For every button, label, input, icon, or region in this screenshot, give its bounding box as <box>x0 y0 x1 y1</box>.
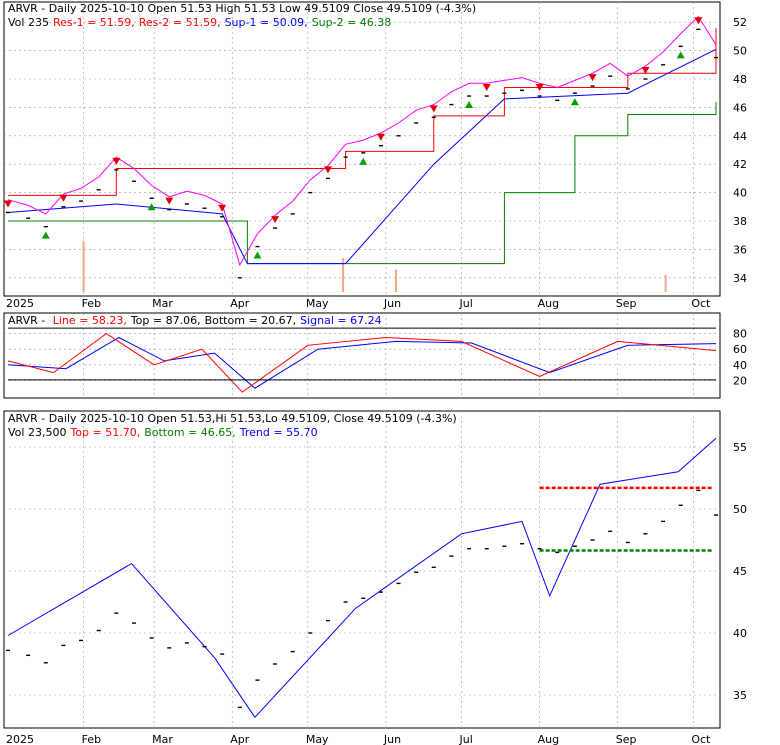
x-tick-label: Feb <box>82 733 101 745</box>
buy-arrow-icon <box>41 231 50 239</box>
oscillator-line <box>7 332 717 393</box>
x-tick-label: Aug <box>538 733 559 745</box>
grid-lines <box>4 2 720 728</box>
y-tick-label: 34 <box>733 272 747 285</box>
y-tick-label: 40 <box>733 187 747 200</box>
header-segment: Top = 87.06, <box>130 314 201 327</box>
x-tick-label: 2025 <box>6 733 34 745</box>
x-tick-label: Sep <box>616 297 637 310</box>
panel1-header-line2: Vol 235 Res-1 = 51.59, Res-2 = 51.59, Sup-1… <box>8 16 391 29</box>
y-tick-label: 44 <box>733 130 747 143</box>
sell-arrow-icon <box>165 197 174 205</box>
sell-arrow-icon <box>482 84 491 92</box>
sell-arrow-icon <box>376 133 385 141</box>
panel1-frame <box>3 1 721 297</box>
res-1-line <box>8 28 717 196</box>
header-segment: Trend = 55.70 <box>239 426 318 439</box>
buy-arrow-icon <box>676 51 685 59</box>
buy-arrow-icon <box>147 203 156 211</box>
y-tick-label: 45 <box>733 565 747 578</box>
header-segment: Bottom = 46.65, <box>144 426 236 439</box>
header-segment: ARVR - Daily 2025-10-10 Open 51.53 High … <box>8 2 476 15</box>
y-tick-label: 60 <box>733 343 747 356</box>
volume-bar <box>342 257 345 292</box>
panel3-header-line1: ARVR - Daily 2025-10-10 Open 51.53,Hi 51… <box>8 412 457 425</box>
sell-arrow-icon <box>271 216 280 224</box>
panel3-frame <box>3 410 721 729</box>
header-segment: Sup-1 = 50.09, <box>225 16 308 29</box>
y-tick-label: 40 <box>733 359 747 372</box>
x-tick-label: Aug <box>538 297 559 310</box>
volume-bar <box>664 274 667 292</box>
sup-2-line <box>8 102 717 265</box>
x-tick-label: Mar <box>152 297 173 310</box>
header-segment: ARVR - Daily 2025-10-10 Open 51.53,Hi 51… <box>8 412 457 425</box>
y-tick-label: 48 <box>733 73 747 86</box>
header-segment: Sup-2 = 46.38 <box>312 16 392 29</box>
panel2-header: ARVR - Line = 58.23, Top = 87.06, Bottom =… <box>8 314 382 327</box>
upper-band-line <box>7 15 717 267</box>
y-tick-label: 50 <box>733 503 747 516</box>
header-segment: Bottom = 20.67, <box>205 314 297 327</box>
x-tick-label: Sep <box>616 733 637 745</box>
sell-arrow-icon <box>694 17 703 25</box>
y-tick-label: 42 <box>733 158 747 171</box>
sell-arrow-icon <box>323 166 332 174</box>
x-tick-label: Oct <box>691 733 711 745</box>
y-tick-label: 40 <box>733 627 747 640</box>
header-segment: ARVR - <box>8 314 49 327</box>
header-segment: Line = 58.23, <box>53 314 127 327</box>
y-tick-label: 36 <box>733 243 747 256</box>
x-tick-label: Mar <box>152 733 173 745</box>
y-tick-label: 55 <box>733 441 747 454</box>
chart-marks <box>4 15 718 719</box>
sell-arrow-icon <box>218 204 227 212</box>
sell-arrow-icon <box>112 157 121 165</box>
x-tick-label: 2025 <box>6 297 34 310</box>
axis-ticks: 52 50 48 46 44 42 40 38 36 34 80 60 40 20 55 50 45 40 35 20… <box>6 16 747 745</box>
sup-1-line <box>7 48 717 265</box>
sell-arrow-icon <box>59 194 68 202</box>
header-segment: Res-1 = 51.59, <box>53 16 135 29</box>
buy-arrow-icon <box>253 251 262 259</box>
header-segment: Signal = 67.24 <box>300 314 382 327</box>
buy-arrow-icon <box>465 101 474 109</box>
panel3-header-line2: Vol 23,500 Top = 51.70, Bottom = 46.65, Tre… <box>8 426 318 439</box>
y-tick-label: 35 <box>733 689 747 702</box>
x-tick-label: Feb <box>82 297 101 310</box>
sell-arrow-icon <box>588 74 597 82</box>
y-tick-label: 38 <box>733 215 747 228</box>
header-segment: Vol 23,500 <box>8 426 66 439</box>
sell-arrow-icon <box>4 200 12 208</box>
x-tick-label: Jun <box>383 733 401 745</box>
sell-arrow-icon <box>429 105 438 113</box>
x-tick-label: May <box>306 733 329 745</box>
header-segment: Top = 51.70, <box>69 426 140 439</box>
x-tick-label: Apr <box>230 297 250 310</box>
x-tick-label: Jul <box>459 297 473 310</box>
x-tick-label: Jul <box>459 733 473 745</box>
sell-arrow-icon <box>641 67 650 74</box>
sell-arrow-icon <box>535 84 544 92</box>
y-tick-label: 80 <box>733 328 747 341</box>
signal-line <box>7 336 717 389</box>
x-tick-label: Oct <box>691 297 711 310</box>
buy-arrow-icon <box>359 157 368 165</box>
y-tick-label: 52 <box>733 16 747 29</box>
panel2-frame <box>3 312 721 399</box>
buy-arrow-icon <box>570 98 579 106</box>
x-tick-label: Apr <box>230 733 250 745</box>
y-tick-label: 50 <box>733 45 747 58</box>
trend-line <box>7 437 717 719</box>
header-segment: Vol 235 <box>8 16 49 29</box>
volume-bar <box>395 269 398 292</box>
panel1-header-line1: ARVR - Daily 2025-10-10 Open 51.53 High … <box>8 2 476 15</box>
y-tick-label: 20 <box>733 374 747 387</box>
volume-bar <box>82 240 85 292</box>
x-tick-label: Jun <box>383 297 401 310</box>
x-tick-label: May <box>306 297 329 310</box>
y-tick-label: 46 <box>733 101 747 114</box>
